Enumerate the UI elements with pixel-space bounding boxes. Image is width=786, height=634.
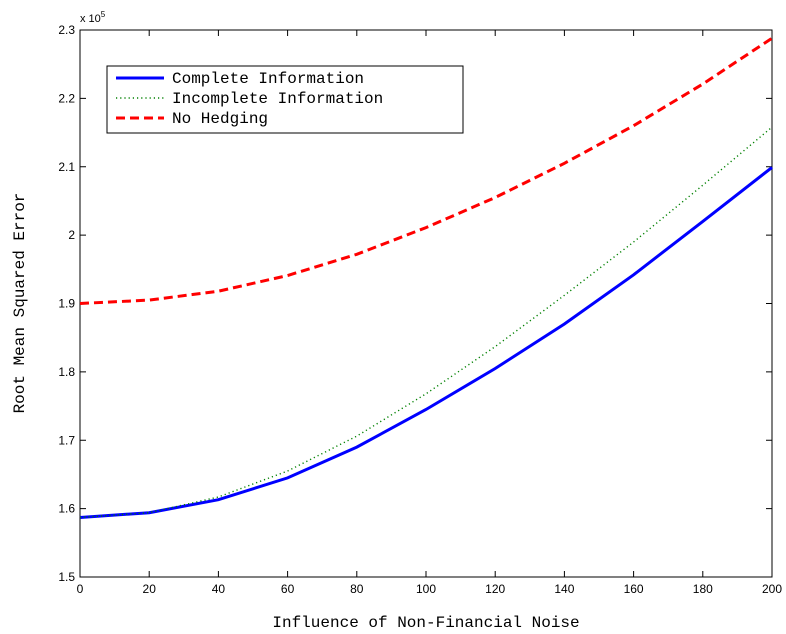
legend-label-2: No Hedging bbox=[172, 110, 268, 128]
series-line-1 bbox=[79, 126, 773, 519]
y-multiplier: x 105 bbox=[80, 10, 106, 25]
legend-label-1: Incomplete Information bbox=[172, 90, 383, 108]
y-multiplier-exponent: 5 bbox=[101, 10, 106, 19]
y-tick-label: 2.2 bbox=[58, 91, 75, 105]
x-tick-label: 40 bbox=[212, 582, 226, 596]
y-tick-label: 2.1 bbox=[58, 160, 75, 174]
y-tick-label: 1.5 bbox=[58, 570, 75, 584]
legend: Complete Information Incomplete Informati… bbox=[106, 65, 464, 134]
x-tick-label: 80 bbox=[350, 582, 364, 596]
y-tick-label: 2.3 bbox=[58, 23, 75, 37]
x-tick-label: 20 bbox=[143, 582, 157, 596]
series-line-2 bbox=[79, 36, 773, 305]
x-tick-label: 160 bbox=[624, 582, 644, 596]
series-line-0 bbox=[79, 166, 773, 519]
x-tick-label: 180 bbox=[693, 582, 713, 596]
x-tick-label: 200 bbox=[762, 582, 782, 596]
x-axis-label: Influence of Non-Financial Noise bbox=[272, 614, 579, 632]
y-multiplier-base: x 10 bbox=[80, 13, 101, 25]
y-tick-label: 1.7 bbox=[58, 433, 75, 447]
axis-ticks: 0 20 40 60 80 100 120 140 160 180 200 1.5 1.6 1.7 1.8 1… bbox=[58, 23, 782, 596]
x-tick-label: 60 bbox=[281, 582, 295, 596]
x-tick-label: 140 bbox=[554, 582, 574, 596]
x-tick-label: 100 bbox=[416, 582, 436, 596]
y-tick-label: 1.6 bbox=[58, 502, 75, 516]
y-tick-label: 1.8 bbox=[58, 365, 75, 379]
series-lines bbox=[79, 36, 773, 519]
x-tick-label: 0 bbox=[77, 582, 84, 596]
y-tick-label: 2 bbox=[68, 228, 75, 242]
legend-box bbox=[106, 65, 464, 134]
y-axis-label: Root Mean Squared Error bbox=[11, 193, 29, 414]
y-tick-label: 1.9 bbox=[58, 297, 75, 311]
legend-label-0: Complete Information bbox=[172, 70, 364, 88]
x-tick-label: 120 bbox=[485, 582, 505, 596]
